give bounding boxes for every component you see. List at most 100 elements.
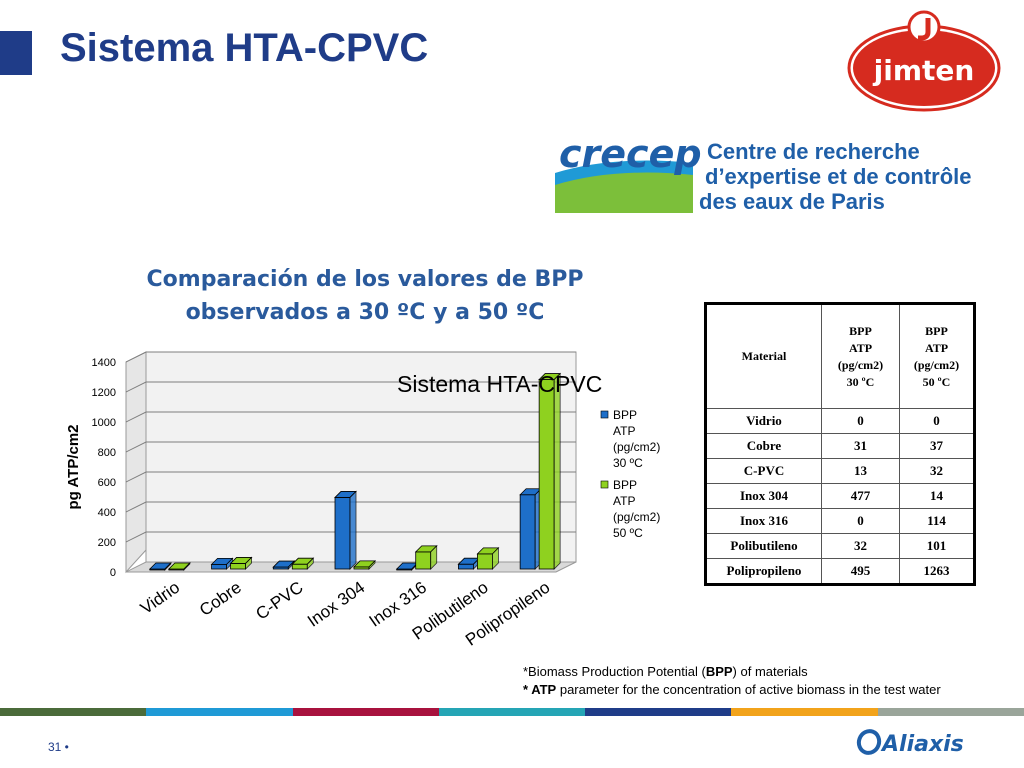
cell-material: Polipropileno	[705, 558, 822, 585]
crecep-logo: crecep Centre de recherche d’expertise e…	[555, 133, 972, 214]
bar-side	[164, 562, 172, 571]
cell-material: Vidrio	[705, 408, 822, 434]
bar-30c	[148, 562, 172, 571]
table-row: Polipropileno 495 1263	[705, 558, 975, 585]
y-tick-labels: 0 200 400 600 800 1000 1200 1400	[92, 357, 116, 579]
table-row: Polibutileno 32 101	[705, 533, 975, 559]
jimten-wordmark: jimten	[873, 54, 975, 87]
y-tick-label: 600	[98, 477, 116, 489]
footnote-bpp-bold: BPP	[705, 664, 733, 679]
crecep-line2: d’expertise et de contrôle	[705, 164, 972, 189]
crecep-wordmark: crecep	[559, 133, 702, 176]
cell-50c: 32	[899, 458, 975, 484]
header-50c-line4: 50 ºC	[922, 374, 951, 389]
cell-50c: 37	[899, 433, 975, 459]
header-30c-line3: (pg/cm2)	[837, 357, 884, 372]
x-category-label: Inox 304	[304, 578, 368, 631]
table-header-50c: BPP ATP (pg/cm2) 50 ºC	[899, 303, 975, 409]
chart-grid	[125, 351, 577, 574]
bar-side	[349, 490, 357, 570]
cell-50c: 1263	[899, 558, 975, 585]
chart-title-line2: observados a 30 ºC y a 50 ºC	[185, 300, 545, 325]
bar-front	[477, 553, 493, 570]
cell-30c: 0	[821, 508, 900, 534]
bar-front	[538, 379, 555, 570]
table-row: C-PVC 13 32	[705, 458, 975, 484]
footnote-bpp-suffix: ) of materials	[732, 664, 808, 679]
header-50c-line1: BPP	[925, 323, 948, 338]
page-number: 31 •	[48, 740, 69, 754]
y-axis-label: pg ATP/cm2	[65, 424, 82, 509]
gridline	[125, 351, 576, 363]
legend-label: ATP	[613, 424, 635, 438]
y-tick-label: 400	[98, 507, 116, 519]
bar-50c	[353, 559, 376, 570]
gridline	[125, 381, 576, 393]
table-row: Vidrio 0 0	[705, 408, 975, 434]
chart-bars	[148, 372, 562, 571]
cell-30c: 477	[821, 483, 900, 509]
cell-material: Polibutileno	[705, 533, 822, 559]
bar-front	[415, 551, 432, 570]
footer-stripe	[585, 708, 733, 716]
footnote-atp: * ATP parameter for the concentration of…	[523, 682, 941, 697]
cell-50c: 101	[899, 533, 975, 559]
slide-title: Sistema HTA-CPVC	[60, 26, 429, 70]
footnote-atp-bold: * ATP	[523, 682, 557, 697]
legend-label: ATP	[613, 494, 635, 508]
gridline	[125, 471, 576, 483]
legend-label: (pg/cm2)	[613, 440, 660, 454]
table-row: Inox 316 0 114	[705, 508, 975, 534]
bar-50c	[291, 557, 315, 570]
table-header-row: Material BPP ATP (pg/cm2) 30 ºC BPP ATP …	[705, 303, 975, 409]
legend-swatch	[600, 480, 609, 489]
bar-side	[492, 546, 499, 570]
bar-30c	[519, 487, 543, 570]
bar-front	[230, 563, 246, 570]
footnote-atp-suffix: parameter for the concentration of activ…	[556, 682, 941, 697]
legend-label: (pg/cm2)	[613, 510, 660, 524]
bar-front	[211, 563, 227, 570]
bar-side	[245, 556, 252, 570]
y-tick-label: 1200	[92, 387, 116, 399]
legend-label: 30 ºC	[613, 456, 643, 470]
cell-50c: 14	[899, 483, 975, 509]
bar-side	[553, 372, 561, 570]
footnote-bpp-prefix: *Biomass Production Potential (	[523, 664, 706, 679]
crecep-line1: Centre de recherche	[707, 139, 920, 164]
bpp-data-table: Material BPP ATP (pg/cm2) 30 ºC BPP ATP …	[704, 302, 976, 586]
chart-legend: BPP ATP (pg/cm2) 30 ºC BPP ATP (pg/cm2) 50 ºC	[600, 408, 660, 540]
cell-material: C-PVC	[705, 458, 822, 484]
cell-material: Cobre	[705, 433, 822, 459]
bar-side	[368, 559, 376, 570]
bpp-bar-chart: 0 200 400 600 800 1000 1200 1400 Vidrio Cobre C-P…	[65, 351, 660, 650]
x-category-label: C-PVC	[252, 578, 306, 624]
bar-50c	[414, 544, 438, 570]
y-tick-label: 200	[98, 537, 116, 549]
bar-side	[183, 562, 191, 571]
table-header-30c: BPP ATP (pg/cm2) 30 ºC	[821, 303, 900, 409]
footnote-bpp: *Biomass Production Potential (BPP) of m…	[523, 664, 808, 679]
header-50c-line3: (pg/cm2)	[913, 357, 960, 372]
legend-label: BPP	[613, 478, 637, 492]
bar-front	[519, 494, 536, 570]
bar-30c	[272, 560, 296, 570]
chart-overlay-label: Sistema HTA-CPVC	[397, 371, 602, 397]
bar-side	[306, 557, 314, 570]
chart-back-wall	[145, 351, 577, 563]
title-accent-bar	[0, 31, 32, 75]
cell-50c: 0	[899, 408, 975, 434]
y-tick-label: 1000	[92, 417, 116, 429]
cell-material: Inox 304	[705, 483, 822, 509]
gridline	[125, 411, 576, 423]
gridline	[125, 531, 576, 543]
chart-title: Comparación de los valores de BPP observ…	[100, 263, 630, 329]
x-category-label: Cobre	[196, 578, 245, 620]
cell-30c: 13	[821, 458, 900, 484]
bar-50c	[476, 546, 500, 570]
table-row: Inox 304 477 14	[705, 483, 975, 509]
x-category-label: Vidrio	[137, 578, 183, 618]
y-tick-label: 1400	[92, 357, 116, 369]
bar-50c	[538, 372, 562, 570]
